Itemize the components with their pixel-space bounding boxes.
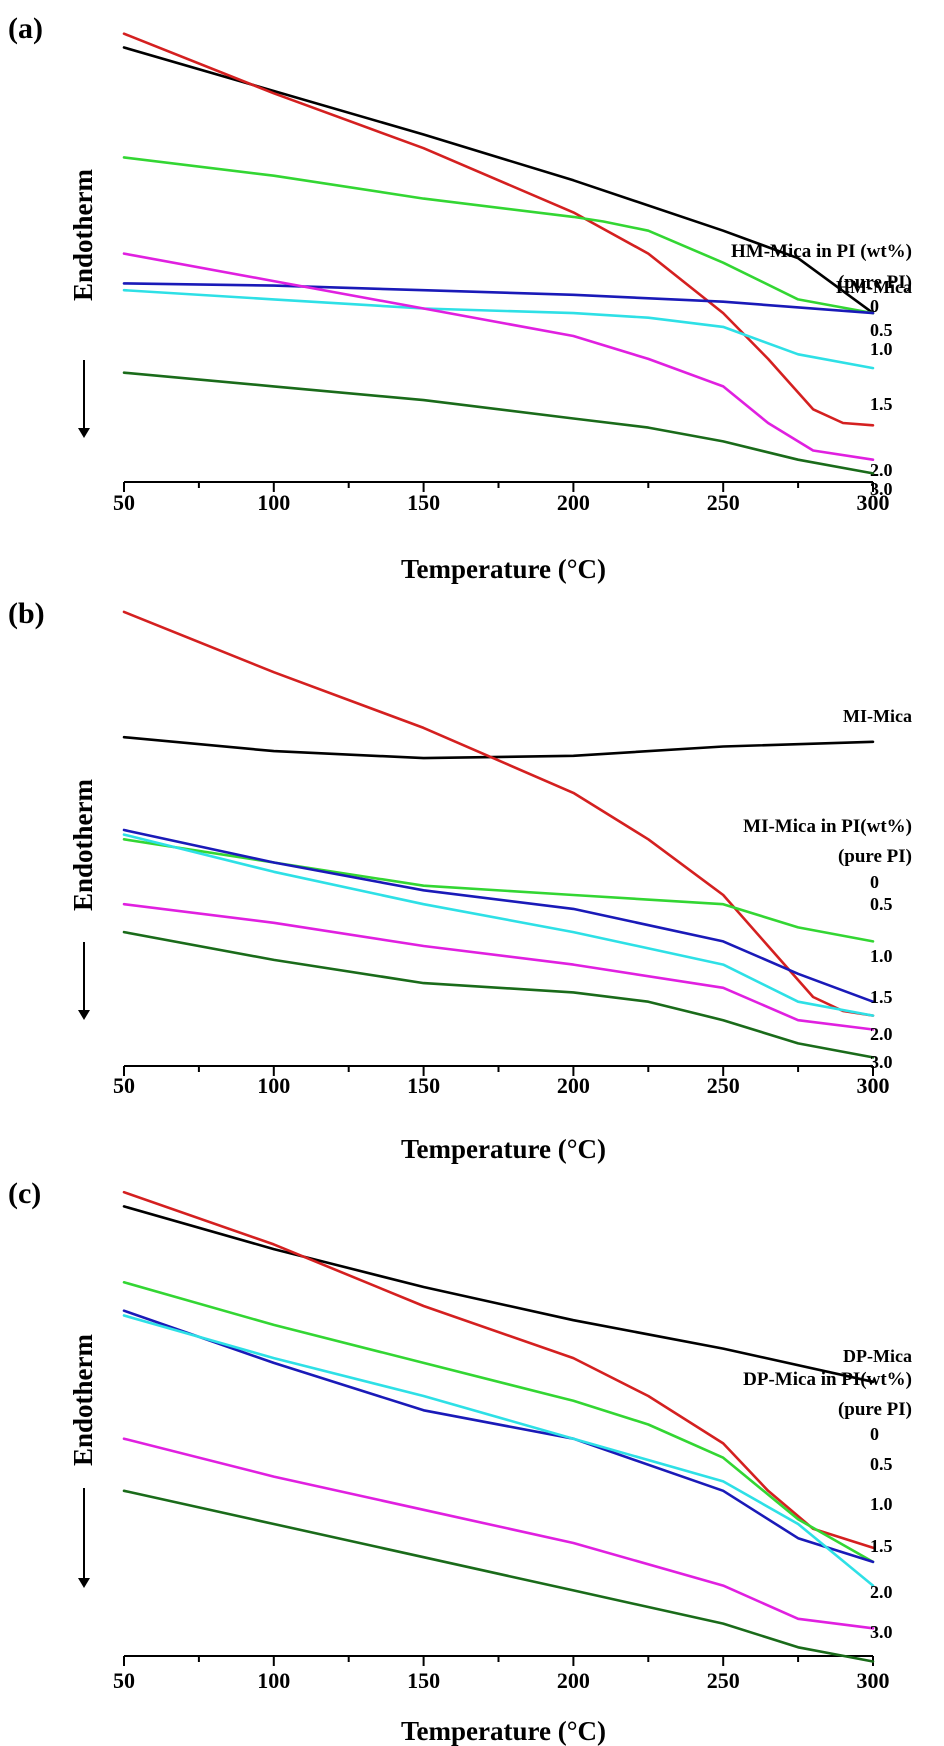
panel-label: (c): [8, 1177, 41, 1210]
series-label-0: 0: [870, 872, 879, 892]
series-line-1-5: [122, 288, 875, 370]
x-tick-label: 250: [707, 490, 740, 515]
x-tick-label: 300: [857, 1668, 890, 1693]
series-label-1-5: 1.5: [870, 394, 893, 414]
series-label-2-0: 2.0: [870, 1582, 893, 1602]
series-line-0: [122, 1190, 875, 1549]
endotherm-arrow-head: [78, 1010, 90, 1020]
x-tick-label: 100: [257, 1073, 290, 1098]
x-tick-label: 150: [407, 490, 440, 515]
x-tick-label: 100: [257, 490, 290, 515]
series-label-1-0: 1.0: [870, 1494, 893, 1514]
legend-title: DP-Mica in PI(wt%): [743, 1369, 912, 1390]
x-tick-label: 200: [557, 1668, 590, 1693]
x-tick-label: 300: [857, 490, 890, 515]
series-label-3-0: 3.0: [870, 1622, 893, 1642]
series-line-0-5: [122, 1281, 875, 1564]
series-line-3-0: [122, 1489, 875, 1663]
series-line-2-0: [122, 1437, 875, 1630]
series-line-1-0: [122, 828, 875, 1003]
series-label-3-0: 3.0: [870, 1052, 893, 1072]
series-label-dp-mica: DP-Mica: [843, 1346, 912, 1366]
panel-label: (a): [8, 12, 43, 45]
x-axis-title: Temperature (°C): [401, 554, 606, 584]
x-tick-label: 250: [707, 1668, 740, 1693]
legend-title: HM-Mica in PI (wt%): [731, 241, 912, 262]
series-label-0-5: 0.5: [870, 320, 893, 340]
y-axis-title: Endotherm: [68, 1333, 98, 1466]
y-axis-title: Endotherm: [68, 778, 98, 911]
chart-panel-2: (b) 50 100 150 200 250 300 Temperature (°C) Endo…: [8, 597, 912, 1164]
series-line-3-0: [122, 930, 875, 1059]
endotherm-arrow-head: [78, 1578, 90, 1588]
x-tick-label: 150: [407, 1073, 440, 1098]
series-label-mi-mica: MI-Mica: [843, 706, 912, 726]
x-tick-label: 200: [557, 490, 590, 515]
chart-panel-1: (a) 50 100 150 200 250 300 Temperature (°C) Endo…: [8, 12, 912, 584]
x-tick-label: 100: [257, 1668, 290, 1693]
series-label-2-0: 2.0: [870, 460, 893, 480]
series-line-hm-mica: [122, 46, 875, 315]
x-tick-label: 50: [113, 1668, 135, 1693]
series-line-1-5: [122, 833, 875, 1017]
x-tick-label: 50: [113, 490, 135, 515]
series-line-0: [122, 32, 875, 427]
series-label-0-5: 0.5: [870, 1454, 893, 1474]
series-label-0-5: 0.5: [870, 894, 893, 914]
x-tick-label: 200: [557, 1073, 590, 1098]
series-label-hm-mica: HM-Mica: [836, 277, 912, 297]
x-axis-title: Temperature (°C): [401, 1716, 606, 1746]
panel-label: (b): [8, 597, 45, 630]
series-label-1-0: 1.0: [870, 946, 893, 966]
series-line-1-5: [122, 1314, 875, 1587]
series-line-1-0: [122, 282, 875, 315]
series-line-2-0: [122, 902, 875, 1031]
series-line-2-0: [122, 252, 875, 461]
series-line-0: [122, 610, 875, 1017]
legend-title: MI-Mica in PI(wt%): [743, 816, 912, 837]
x-tick-label: 300: [857, 1073, 890, 1098]
endotherm-arrow-head: [78, 428, 90, 438]
series-label-0: 0: [870, 1424, 879, 1444]
series-label-0: 0: [870, 296, 879, 316]
x-axis-title: Temperature (°C): [401, 1134, 606, 1164]
legend-subtitle: (pure PI): [838, 272, 912, 293]
x-tick-label: 50: [113, 1073, 135, 1098]
series-line-mi-mica: [122, 735, 875, 760]
series-line-3-0: [122, 371, 875, 475]
series-label-2-0: 2.0: [870, 1024, 893, 1044]
x-tick-label: 150: [407, 1668, 440, 1693]
series-label-1-5: 1.5: [870, 1536, 893, 1556]
chart-panel-3: (c) 50 100 150 200 250 300 Temperature (°C) Endo…: [8, 1177, 912, 1746]
series-label-3-0: 3.0: [870, 479, 893, 499]
legend-subtitle: (pure PI): [838, 1399, 912, 1420]
series-label-1-0: 1.0: [870, 339, 893, 359]
y-axis-title: Endotherm: [68, 168, 98, 301]
x-tick-label: 250: [707, 1073, 740, 1098]
series-line-dp-mica: [122, 1205, 875, 1384]
legend-subtitle: (pure PI): [838, 846, 912, 867]
series-label-1-5: 1.5: [870, 987, 893, 1007]
series-line-0-5: [122, 156, 875, 315]
